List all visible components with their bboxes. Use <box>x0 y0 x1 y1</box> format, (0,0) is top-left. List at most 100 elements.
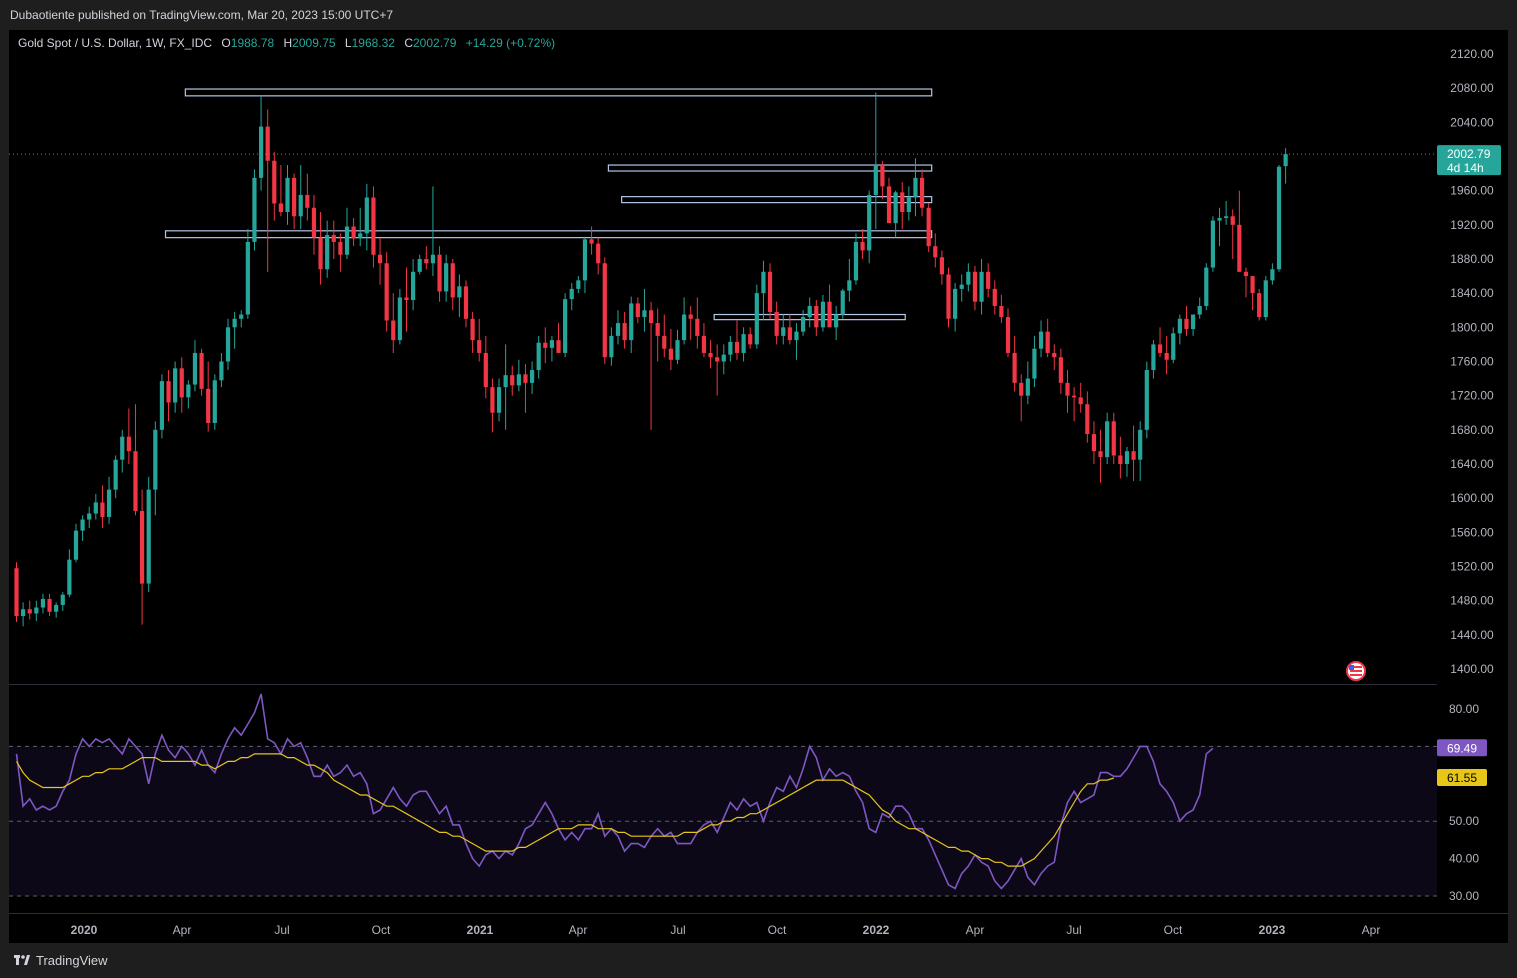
price-tick-label: 1600.00 <box>1450 491 1494 505</box>
top-bar: Dubaotiente published on TradingView.com… <box>0 0 1517 30</box>
candle-body <box>133 451 138 511</box>
rsi-ma-label: 61.55 <box>1447 771 1477 785</box>
candle-body <box>867 194 872 251</box>
candle-body <box>87 513 92 520</box>
candle-body <box>1197 305 1202 315</box>
candle-body <box>411 271 416 300</box>
rsi-tick-label: 80.00 <box>1449 702 1479 716</box>
price-tick-label: 1800.00 <box>1450 320 1494 334</box>
price-tick-label: 1720.00 <box>1450 389 1494 403</box>
candle-body <box>1052 352 1057 358</box>
candle-body <box>192 352 198 385</box>
last-price-badge <box>1437 145 1501 176</box>
candle-body <box>252 177 257 242</box>
candle-body <box>325 235 330 270</box>
price-tick-label: 2120.00 <box>1450 47 1494 61</box>
candle-body <box>1283 154 1288 167</box>
candle-body <box>860 241 865 251</box>
candle-body <box>338 241 343 255</box>
time-tick-label: Oct <box>372 923 391 937</box>
time-tick-label: Apr <box>173 923 192 937</box>
candle-body <box>1118 455 1123 464</box>
time-tick-label: Jul <box>1066 923 1081 937</box>
high-value: 2009.75 <box>292 36 336 50</box>
zone-rect-2 <box>621 196 933 204</box>
candle-body <box>186 384 191 398</box>
candle-body <box>701 335 707 353</box>
flag-stripe <box>1350 670 1362 672</box>
candle-body <box>331 235 336 242</box>
candle-body <box>655 323 660 336</box>
candle-body <box>992 288 997 306</box>
candle-body <box>919 177 925 208</box>
rsi-tick-label: 50.00 <box>1449 814 1479 828</box>
price-tick-label: 1960.00 <box>1450 184 1494 198</box>
candle-body <box>847 280 852 291</box>
candle-body <box>496 387 502 413</box>
candle-body <box>794 331 799 341</box>
candle-body <box>483 352 488 388</box>
rsi-value-badge <box>1437 739 1487 757</box>
candle-body <box>582 239 588 281</box>
candle-body <box>1019 382 1024 396</box>
candle-body <box>734 341 740 353</box>
candle-body <box>986 271 991 289</box>
candle-body <box>510 375 515 386</box>
countdown-label: 4d 14h <box>1447 161 1484 175</box>
candle-body <box>73 530 79 560</box>
time-tick-label: Apr <box>1362 923 1381 937</box>
candle-body <box>642 310 647 318</box>
candle-body <box>126 436 131 452</box>
candle-body <box>219 361 224 381</box>
tradingview-brand[interactable]: TradingView <box>14 953 108 968</box>
candle-body <box>1217 218 1222 221</box>
candle-body <box>549 340 555 348</box>
candle-body <box>820 301 826 328</box>
candle-body <box>60 594 65 605</box>
candle-body <box>629 303 634 341</box>
candle-body <box>1243 271 1249 277</box>
candle-body <box>814 305 819 328</box>
candle-body <box>979 271 984 302</box>
candle-body <box>1072 395 1077 398</box>
candle-body <box>305 194 310 208</box>
candle-body <box>1138 429 1143 460</box>
candle-body <box>682 314 687 341</box>
price-tick-label: 1440.00 <box>1450 628 1494 642</box>
candle-body <box>516 374 521 386</box>
candle-body <box>206 388 211 423</box>
candle-body <box>781 327 786 336</box>
candle-body <box>1270 269 1275 281</box>
candle-body <box>463 286 469 319</box>
candle-body <box>536 342 541 371</box>
candle-body <box>1032 348 1037 379</box>
rsi-tick-label: 40.00 <box>1449 852 1479 866</box>
candle-body <box>529 370 535 383</box>
candle-body <box>675 340 680 360</box>
rsi-series-line <box>15 753 1114 867</box>
candle-body <box>272 160 277 204</box>
candle-body <box>344 226 350 255</box>
time-tick-label: Jul <box>670 923 685 937</box>
candle-body <box>1124 451 1130 464</box>
candle-body <box>54 604 59 612</box>
change-value: +14.29 (+0.72%) <box>465 36 556 50</box>
candle-body <box>1012 352 1017 383</box>
candle-body <box>966 271 971 285</box>
time-tick-label: Jul <box>274 923 289 937</box>
price-tick-label: 1480.00 <box>1450 594 1494 608</box>
candle-body <box>1184 318 1189 330</box>
candle-body <box>470 318 475 341</box>
low-label: L <box>344 36 352 50</box>
candle-body <box>318 237 323 270</box>
close-value: 2002.79 <box>413 36 457 50</box>
time-tick-label: 2023 <box>1259 923 1286 937</box>
candle-body <box>173 368 178 403</box>
candle-body <box>34 607 39 614</box>
price-tick-label: 1560.00 <box>1450 525 1494 539</box>
candle-body <box>1257 293 1262 318</box>
candle-body <box>939 257 944 275</box>
candle-body <box>668 348 673 360</box>
candle-body <box>245 241 250 315</box>
